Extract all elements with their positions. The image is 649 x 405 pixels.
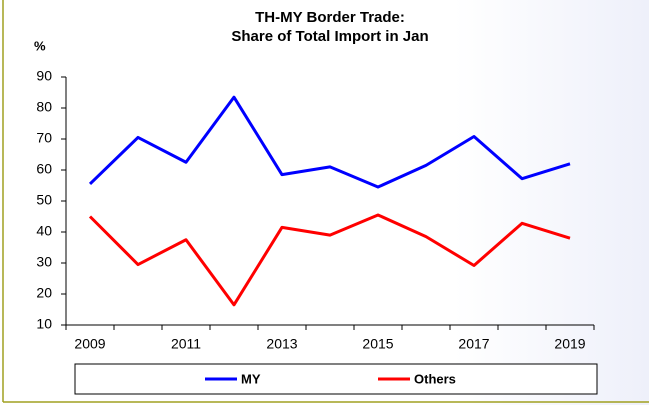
y-tick-label: 50 bbox=[36, 192, 52, 208]
y-tick-label: 10 bbox=[36, 316, 52, 332]
x-tick-label: 2017 bbox=[458, 336, 489, 352]
y-tick-label: 30 bbox=[36, 254, 52, 270]
series-line bbox=[88, 213, 571, 307]
chart-subtitle: Share of Total Import in Jan bbox=[231, 28, 428, 45]
x-tick-label: 2019 bbox=[554, 336, 585, 352]
legend-box bbox=[74, 363, 598, 395]
series-line bbox=[88, 95, 571, 189]
y-tick-label: 80 bbox=[36, 99, 52, 115]
y-tick-label: 40 bbox=[36, 223, 52, 239]
legend-label: MY bbox=[241, 371, 261, 386]
x-tick-label: 2015 bbox=[362, 336, 393, 352]
y-tick-label: 20 bbox=[36, 285, 52, 301]
y-axis-label: % bbox=[34, 38, 46, 53]
x-tick-label: 2013 bbox=[266, 336, 297, 352]
x-tick-label: 2011 bbox=[171, 336, 201, 352]
y-tick-label: 90 bbox=[36, 68, 52, 84]
chart-title: TH-MY Border Trade: bbox=[255, 9, 405, 26]
y-tick-label: 60 bbox=[36, 161, 52, 177]
legend-label: Others bbox=[414, 371, 456, 386]
y-tick-label: 70 bbox=[36, 130, 52, 146]
x-tick-label: 2009 bbox=[74, 336, 105, 352]
